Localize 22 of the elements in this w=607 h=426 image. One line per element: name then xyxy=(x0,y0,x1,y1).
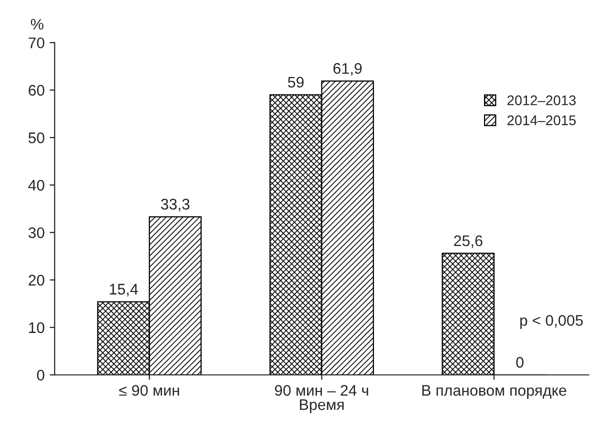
y-tick-label: 70 xyxy=(28,37,44,48)
y-axis-title: % xyxy=(30,18,44,30)
x-tick-label: ≤ 90 мин xyxy=(119,385,180,396)
y-tick-label: 60 xyxy=(28,84,44,96)
legend-label: 2012–2013 xyxy=(507,95,576,106)
data-label: 15,4 xyxy=(110,284,138,296)
y-tick-label: 0 xyxy=(37,370,44,381)
annotation: p < 0,005 xyxy=(520,315,583,329)
data-label: 59 xyxy=(288,76,304,88)
data-label: 25,6 xyxy=(454,235,482,248)
x-tick-label: В плановом порядке xyxy=(422,385,566,399)
data-label: 33,3 xyxy=(160,198,190,212)
x-tick-label: 90 мин – 24 ч xyxy=(274,385,368,396)
y-tick-label: 10 xyxy=(29,322,44,334)
data-label: 61,9 xyxy=(333,63,362,76)
y-tick-label: 30 xyxy=(28,227,44,238)
y-tick-label: 20 xyxy=(28,274,44,286)
data-label: 0 xyxy=(516,356,524,368)
y-tick-label: 40 xyxy=(28,180,44,191)
x-axis-title: Время xyxy=(300,399,344,414)
y-tick-label: 50 xyxy=(28,132,44,144)
legend-label: 2014–2015 xyxy=(507,115,576,126)
